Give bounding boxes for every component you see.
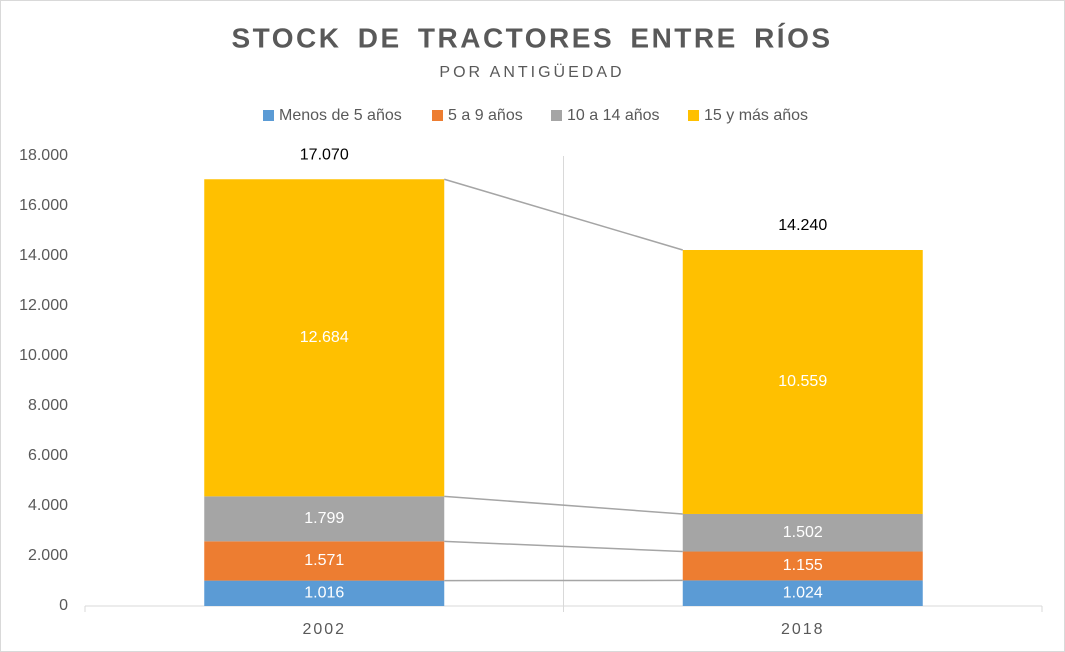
series-line bbox=[444, 540, 683, 553]
x-tick-label: 2018 bbox=[781, 621, 825, 638]
y-tick-label: 2.000 bbox=[28, 547, 68, 564]
legend-swatch bbox=[432, 110, 443, 121]
value-label: 10.559 bbox=[778, 373, 827, 390]
y-tick-label: 18.000 bbox=[19, 147, 68, 164]
value-label: 1.024 bbox=[783, 584, 823, 601]
bar-segment bbox=[204, 580, 445, 606]
legend-swatch bbox=[551, 110, 562, 121]
series-line bbox=[444, 495, 683, 515]
x-tick-label: 2002 bbox=[302, 621, 346, 638]
value-label: 1.502 bbox=[783, 524, 823, 541]
value-label: 12.684 bbox=[300, 329, 349, 346]
value-label: 1.571 bbox=[304, 552, 344, 569]
legend-label: 10 a 14 años bbox=[567, 107, 660, 124]
legend-swatch bbox=[688, 110, 699, 121]
legend-label: Menos de 5 años bbox=[279, 107, 402, 124]
y-tick-label: 14.000 bbox=[19, 247, 68, 264]
chart-subtitle: POR ANTIGÜEDAD bbox=[439, 63, 624, 81]
y-tick-label: 4.000 bbox=[28, 497, 68, 514]
legend-swatch bbox=[263, 110, 274, 121]
y-tick-label: 12.000 bbox=[19, 297, 68, 314]
total-label: 14.240 bbox=[778, 217, 827, 234]
value-label: 1.016 bbox=[304, 585, 344, 602]
value-label: 1.155 bbox=[783, 557, 823, 574]
y-tick-label: 10.000 bbox=[19, 347, 68, 364]
bar-segment bbox=[682, 551, 923, 581]
bar-segment bbox=[204, 179, 445, 497]
y-tick-label: 16.000 bbox=[19, 197, 68, 214]
legend-label: 5 a 9 años bbox=[448, 107, 523, 124]
bar-segment bbox=[204, 496, 445, 542]
legend-label: 15 y más años bbox=[704, 107, 808, 124]
value-label: 1.799 bbox=[304, 510, 344, 527]
bar-segment bbox=[682, 580, 923, 606]
bar-segment bbox=[682, 250, 923, 514]
total-label: 17.070 bbox=[300, 146, 349, 163]
y-tick-label: 8.000 bbox=[28, 397, 68, 414]
series-line bbox=[444, 178, 683, 251]
bar-segment bbox=[204, 541, 445, 581]
chart-title: STOCK DE TRACTORES ENTRE RÍOS bbox=[231, 22, 832, 53]
y-tick-label: 0 bbox=[59, 597, 68, 614]
y-tick-label: 6.000 bbox=[28, 447, 68, 464]
bar-segment bbox=[682, 513, 923, 552]
